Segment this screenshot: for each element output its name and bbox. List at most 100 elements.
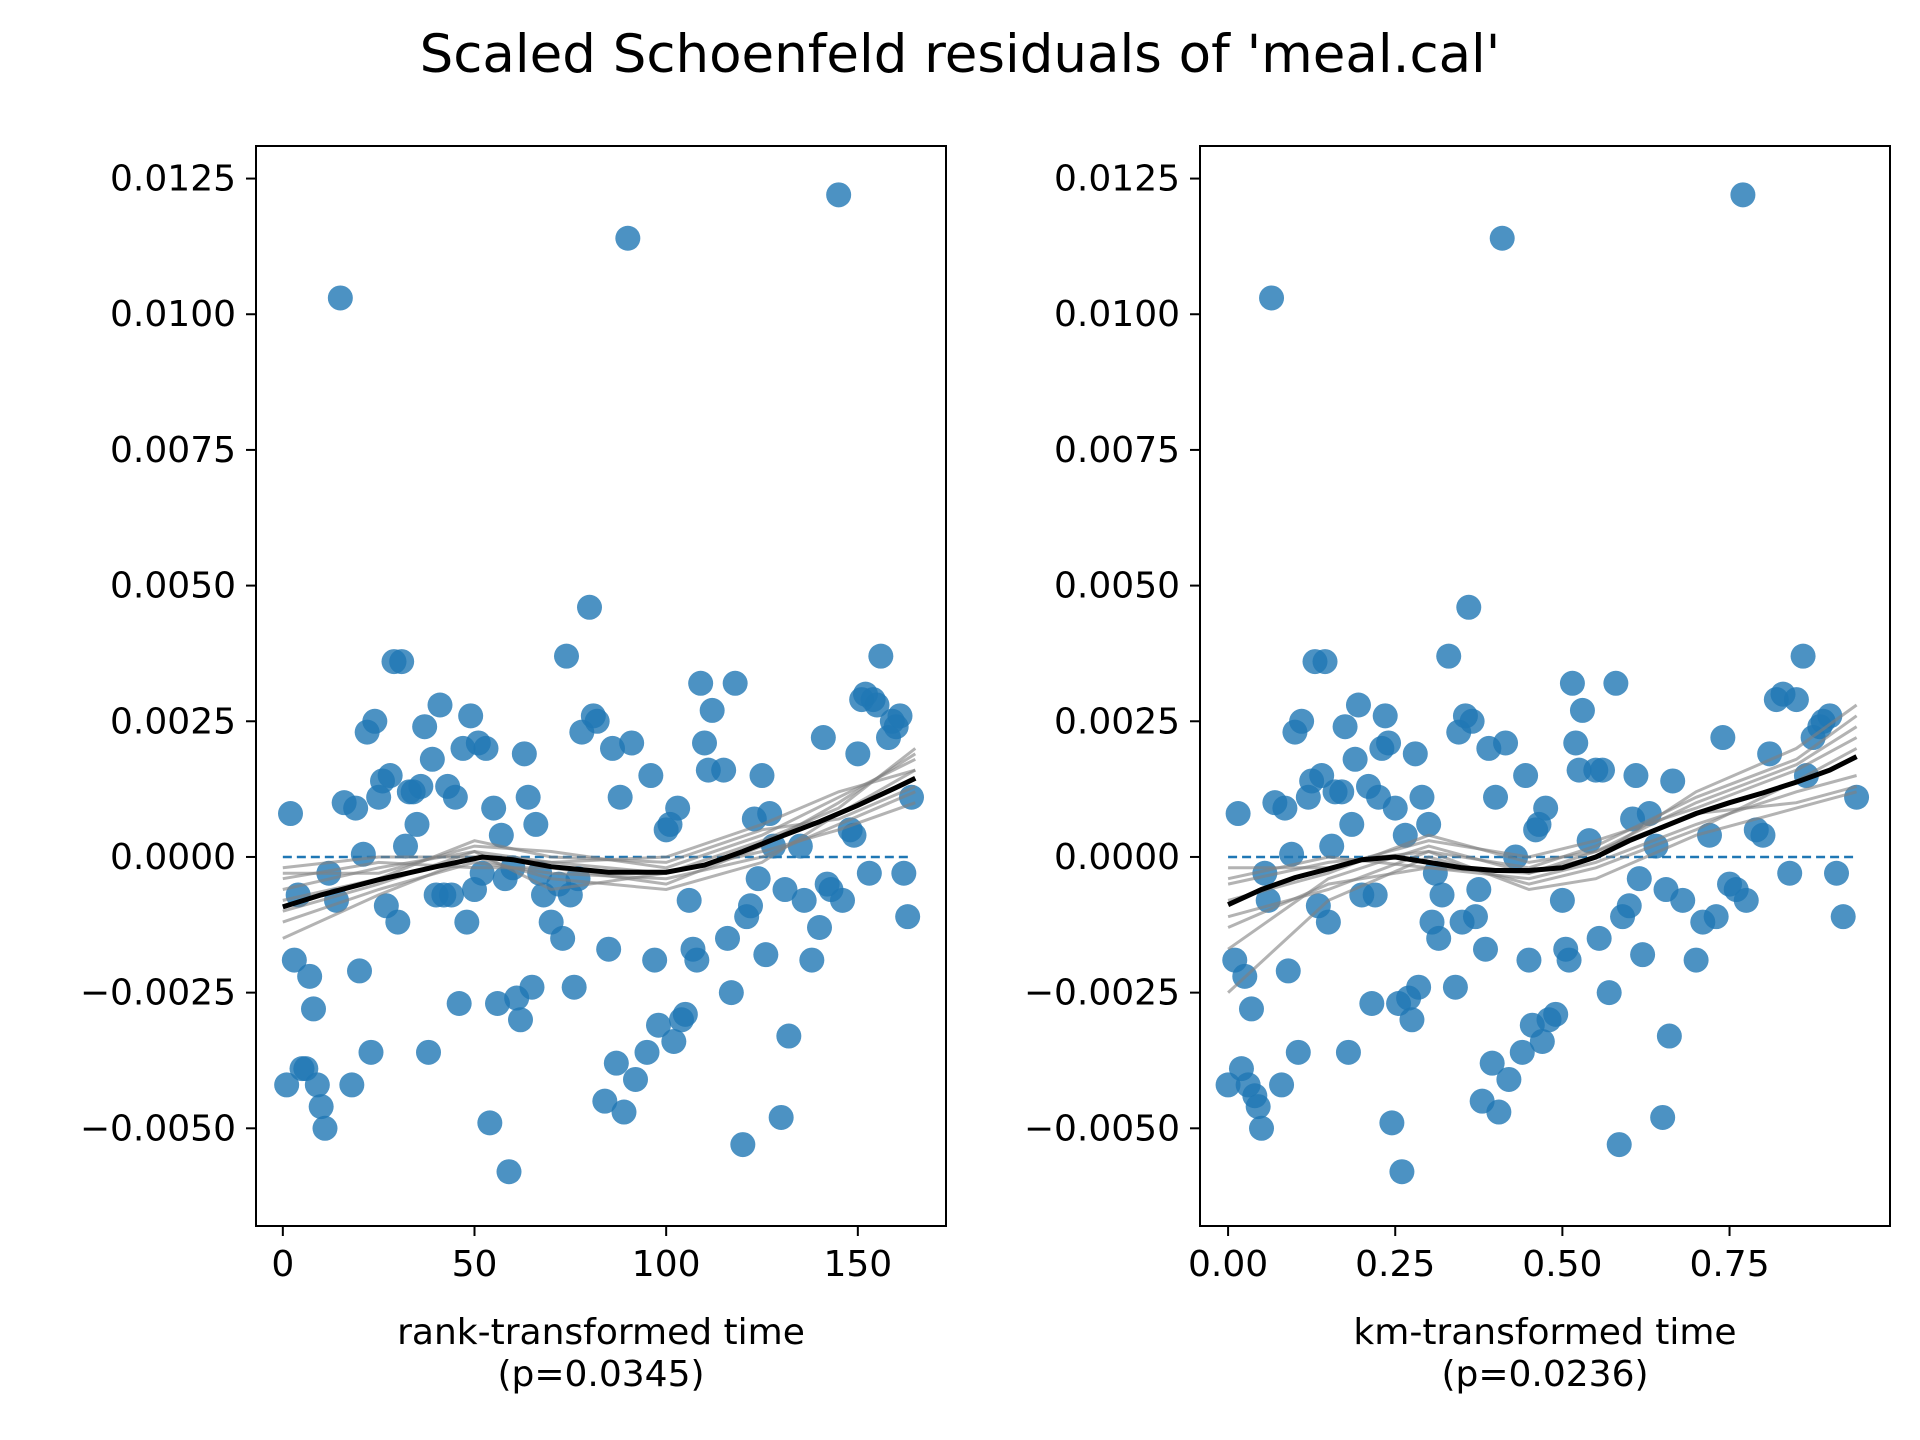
right-panel: −0.0050 −0.0025 0.0000 0.0025 0.0050 0.0075 0.… [1024, 145, 1891, 1395]
data-point [554, 643, 579, 669]
data-point [1456, 594, 1482, 620]
data-point [515, 784, 541, 810]
data-point [1238, 996, 1264, 1022]
data-point [362, 708, 388, 734]
data-point [607, 784, 633, 810]
data-point [887, 703, 913, 729]
data-point [826, 182, 852, 208]
data-point [1359, 990, 1385, 1016]
data-point [1285, 1039, 1311, 1065]
data-point [1345, 692, 1371, 718]
data-point [1750, 822, 1776, 848]
data-point [1563, 730, 1589, 756]
data-point [454, 909, 480, 935]
p-value-label: (p=0.0345) [497, 1354, 704, 1395]
data-point [1543, 1001, 1569, 1027]
bootstrap-line [1227, 774, 1857, 929]
y-tick-label: −0.0025 [1024, 973, 1180, 1014]
data-point [408, 773, 434, 799]
data-point [738, 893, 763, 919]
y-tick-label: 0.0125 [110, 159, 236, 200]
y-tick-label: 0.0075 [1054, 430, 1180, 471]
data-point [665, 795, 691, 821]
data-point [511, 741, 537, 767]
bootstrap-line [282, 747, 917, 891]
data-point [343, 795, 369, 821]
data-point [523, 811, 549, 837]
data-point [1783, 687, 1809, 713]
left-panel: −0.0050 −0.0025 0.0000 0.0025 0.0050 0.0075 0.… [80, 145, 947, 1395]
data-point [442, 784, 468, 810]
data-point [1335, 1039, 1361, 1065]
y-tick-label: 0.0025 [1054, 701, 1180, 742]
data-point [830, 887, 855, 913]
data-point [1426, 925, 1452, 951]
data-point [584, 708, 610, 734]
data-point [688, 670, 714, 696]
data-point [864, 692, 890, 718]
bootstrap-line [1227, 703, 1858, 881]
data-point [308, 1094, 334, 1120]
data-point [416, 1039, 441, 1065]
data-point [684, 947, 710, 973]
data-point [623, 1066, 648, 1092]
data-point [446, 990, 472, 1016]
x-tick-label: 0.00 [1188, 1244, 1268, 1285]
data-point [1332, 714, 1358, 740]
data-point [1402, 741, 1428, 767]
data-point [807, 915, 832, 941]
data-point [711, 757, 737, 783]
data-point [339, 1072, 365, 1098]
data-point [458, 703, 484, 729]
data-point [488, 822, 514, 848]
data-point [412, 714, 438, 740]
data-point [1824, 860, 1850, 886]
data-point [1339, 811, 1365, 837]
data-point [377, 763, 403, 789]
data-point [1513, 763, 1539, 789]
data-point [1459, 708, 1485, 734]
data-point [1319, 833, 1345, 859]
data-point [1429, 882, 1455, 908]
data-point [1844, 784, 1870, 810]
data-point [845, 741, 871, 767]
bootstrap-line [282, 801, 916, 913]
data-point [1660, 768, 1686, 794]
data-point [692, 730, 717, 756]
x-tick-label: 100 [632, 1244, 701, 1285]
smooth-line [1227, 754, 1858, 907]
data-point [715, 925, 740, 951]
data-point [1269, 1072, 1295, 1098]
data-point [718, 980, 744, 1006]
data-point [1409, 784, 1435, 810]
data-point [730, 1132, 756, 1158]
figure-title: Scaled Schoenfeld residuals of 'meal.cal… [419, 24, 1501, 85]
data-point [646, 1012, 671, 1038]
data-point [508, 1007, 533, 1033]
data-point [385, 909, 411, 935]
data-point [1389, 1159, 1415, 1185]
axes-frame [1199, 145, 1891, 1227]
y-tick-label: 0.0050 [110, 566, 236, 607]
data-point [1279, 841, 1305, 867]
data-point [1342, 746, 1368, 772]
y-tick-label: −0.0050 [1024, 1108, 1180, 1149]
data-point [1436, 643, 1462, 669]
data-point [1406, 974, 1432, 1000]
data-point [274, 1072, 300, 1098]
data-point [722, 670, 748, 696]
data-point [1516, 947, 1542, 973]
data-point [768, 1104, 794, 1130]
data-point [1479, 1050, 1505, 1076]
data-point [1493, 730, 1519, 756]
data-point [473, 735, 499, 761]
data-point [1466, 877, 1492, 903]
data-point [1817, 703, 1843, 729]
data-point [1586, 925, 1612, 951]
data-point [1289, 708, 1315, 734]
data-point [297, 963, 323, 989]
plot-area [274, 182, 924, 1185]
axes-frame [255, 145, 947, 1227]
y-tick-label: 0.0050 [1054, 566, 1180, 607]
data-point [776, 1023, 802, 1049]
